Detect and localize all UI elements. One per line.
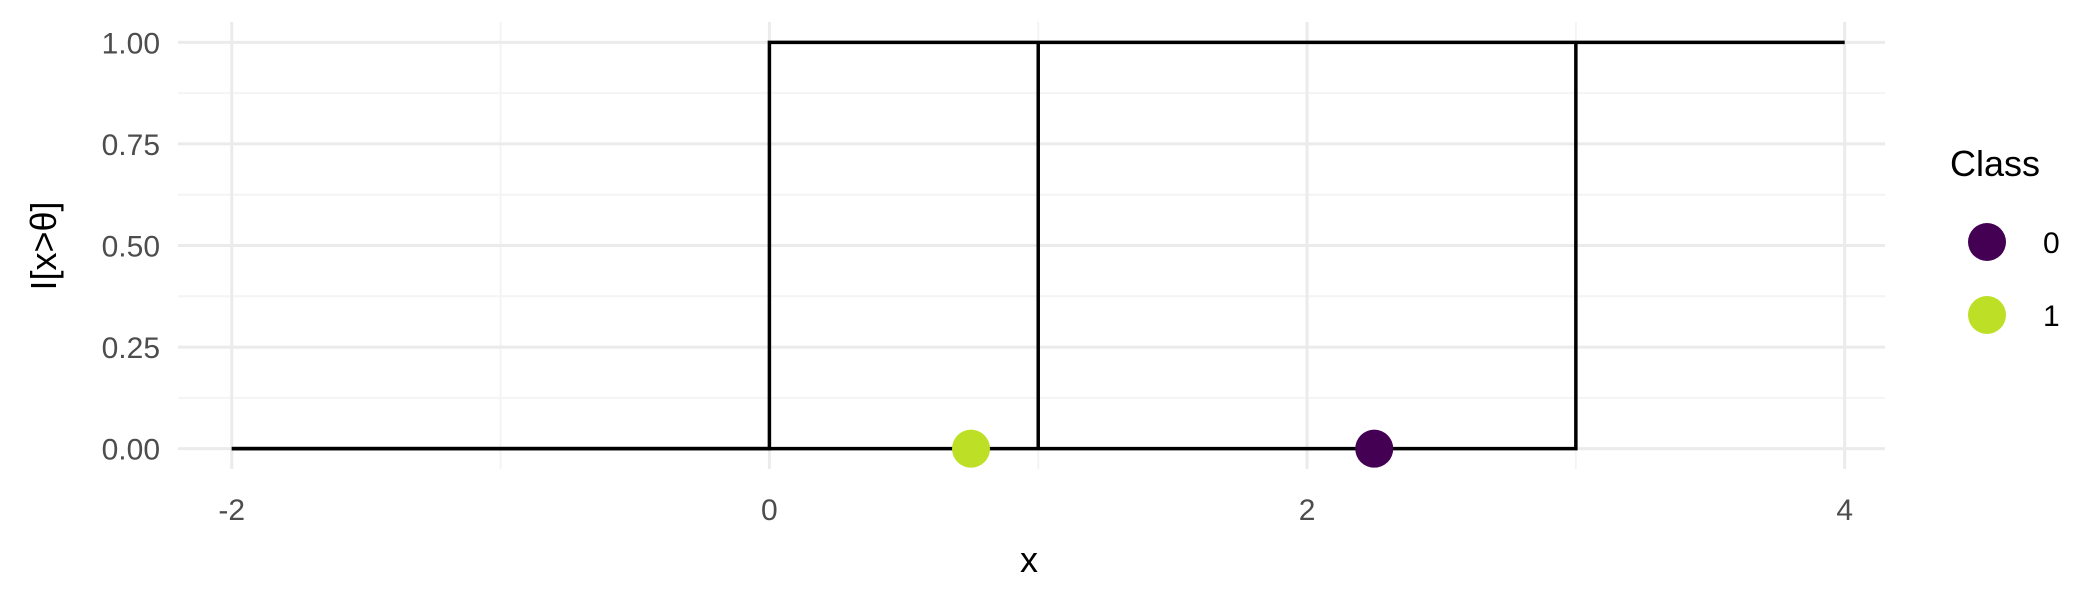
y-tick-label: 0.50 xyxy=(102,231,160,264)
legend-key-class-0 xyxy=(1968,223,2006,261)
data-points xyxy=(952,429,1394,468)
legend-label-class-1: 1 xyxy=(2043,300,2060,333)
legend: Class 0 1 xyxy=(1950,143,2060,334)
data-point-class-1 xyxy=(952,429,991,468)
legend-label-class-0: 0 xyxy=(2043,227,2060,260)
x-tick-label: 2 xyxy=(1299,494,1316,527)
step-lines xyxy=(231,40,1845,451)
data-point-class-0 xyxy=(1355,429,1394,468)
x-axis-ticks: -2 0 2 4 xyxy=(218,494,1853,527)
x-tick-label: 0 xyxy=(761,494,778,527)
x-tick-label: 4 xyxy=(1836,494,1853,527)
y-tick-label: 0.25 xyxy=(102,332,160,365)
y-tick-label: 0.00 xyxy=(102,434,160,467)
step-line xyxy=(231,42,1578,451)
x-tick-label: -2 xyxy=(218,494,245,527)
x-axis-title: x xyxy=(1020,539,1038,580)
y-axis-title: I[x>θ] xyxy=(23,201,64,290)
legend-title: Class xyxy=(1950,143,2040,184)
major-gridlines xyxy=(178,22,1885,469)
y-axis-ticks: 0.00 0.25 0.50 0.75 1.00 xyxy=(102,27,160,466)
legend-key-class-1 xyxy=(1968,296,2006,334)
y-tick-label: 0.75 xyxy=(102,129,160,162)
y-tick-label: 1.00 xyxy=(102,27,160,60)
